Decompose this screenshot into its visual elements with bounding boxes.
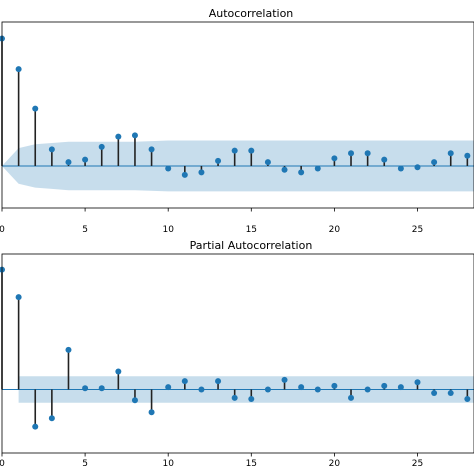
acf-xtick-label-5: 5 xyxy=(82,225,88,235)
pacf-marker-lag-12 xyxy=(198,386,205,393)
pacf-marker-lag-5 xyxy=(82,385,89,392)
acf-xtick-label-25: 25 xyxy=(412,225,423,235)
acf-xtick-label-15: 15 xyxy=(246,225,257,235)
acf-marker-lag-1 xyxy=(15,66,22,73)
pacf-xtick-label-20: 20 xyxy=(329,459,341,469)
pacf-marker-lag-14 xyxy=(231,394,238,401)
acf-marker-lag-8 xyxy=(131,132,138,139)
pacf-marker-lag-16 xyxy=(264,386,271,393)
acf-marker-lag-0 xyxy=(0,35,5,42)
pacf-xtick-label-25: 25 xyxy=(412,459,423,469)
acf-marker-lag-4 xyxy=(65,159,72,166)
pacf-marker-lag-9 xyxy=(148,409,155,416)
acf-axes-frame xyxy=(1,21,474,209)
acf-marker-lag-11 xyxy=(181,171,188,178)
pacf-marker-lag-20 xyxy=(331,382,338,389)
pacf-marker-lag-3 xyxy=(48,415,55,422)
acf-marker-lag-25 xyxy=(414,164,421,171)
acf-marker-lag-14 xyxy=(231,147,238,154)
acf-marker-lag-10 xyxy=(165,165,172,172)
pacf-marker-lag-21 xyxy=(348,394,355,401)
pacf-marker-lag-22 xyxy=(364,386,371,393)
acf-marker-lag-27 xyxy=(447,150,454,157)
acf-marker-lag-13 xyxy=(215,157,222,164)
acf-marker-lag-23 xyxy=(381,156,388,163)
acf-xtick-label-20: 20 xyxy=(329,225,341,235)
pacf-axes-frame xyxy=(1,253,474,454)
pacf-marker-lag-18 xyxy=(298,384,305,391)
acf-marker-lag-9 xyxy=(148,146,155,153)
pacf-xtick-label-10: 10 xyxy=(162,459,174,469)
pacf-marker-lag-1 xyxy=(15,294,22,301)
pacf-marker-lag-15 xyxy=(248,396,255,403)
pacf-xtick-label-5: 5 xyxy=(82,459,88,469)
acf-title: Autocorrelation xyxy=(209,7,294,20)
acf-xtick-label-0: 0 xyxy=(0,225,5,235)
pacf-xtick-label-0: 0 xyxy=(0,459,5,469)
pacf-marker-lag-17 xyxy=(281,376,288,383)
pacf-xtick-label-15: 15 xyxy=(246,459,257,469)
pacf-marker-lag-25 xyxy=(414,379,421,386)
acf-marker-lag-7 xyxy=(115,133,122,140)
acf-marker-lag-22 xyxy=(364,150,371,157)
acf-marker-lag-20 xyxy=(331,155,338,162)
pacf-marker-lag-2 xyxy=(32,423,39,430)
pacf-marker-lag-24 xyxy=(397,384,404,391)
acf-marker-lag-2 xyxy=(32,105,39,112)
acf-marker-lag-17 xyxy=(281,166,288,173)
pacf-marker-lag-26 xyxy=(431,390,438,397)
pacf-marker-lag-8 xyxy=(131,397,138,404)
pacf-marker-lag-11 xyxy=(181,378,188,385)
pacf-marker-lag-23 xyxy=(381,382,388,389)
pacf-marker-lag-28 xyxy=(464,396,471,403)
acf-marker-lag-5 xyxy=(82,156,89,163)
acf-marker-lag-3 xyxy=(48,146,55,153)
acf-xtick-label-10: 10 xyxy=(162,225,174,235)
acf-marker-lag-24 xyxy=(397,165,404,172)
acf-marker-lag-12 xyxy=(198,169,205,176)
pacf-marker-lag-13 xyxy=(215,378,222,385)
pacf-panel: Partial Autocorrelation 0 5 10 15 20 25 xyxy=(0,239,474,469)
pacf-marker-lag-10 xyxy=(165,384,172,391)
acf-marker-lag-16 xyxy=(264,159,271,166)
acf-panel: Autocorrelation 0 5 10 15 20 25 xyxy=(0,7,474,235)
pacf-marker-lag-4 xyxy=(65,346,72,353)
pacf-title: Partial Autocorrelation xyxy=(190,239,313,252)
acf-marker-lag-28 xyxy=(464,152,471,159)
pacf-marker-lag-19 xyxy=(314,386,321,393)
acf-marker-lag-15 xyxy=(248,147,255,154)
pacf-marker-lag-27 xyxy=(447,390,454,397)
pacf-marker-lag-6 xyxy=(98,385,105,392)
acf-marker-lag-21 xyxy=(348,150,355,157)
acf-marker-lag-18 xyxy=(298,169,305,176)
pacf-marker-lag-0 xyxy=(0,266,5,273)
acf-marker-lag-26 xyxy=(431,159,438,166)
acf-marker-lag-19 xyxy=(314,165,321,172)
acf-marker-lag-6 xyxy=(98,143,105,150)
pacf-marker-lag-7 xyxy=(115,368,122,375)
